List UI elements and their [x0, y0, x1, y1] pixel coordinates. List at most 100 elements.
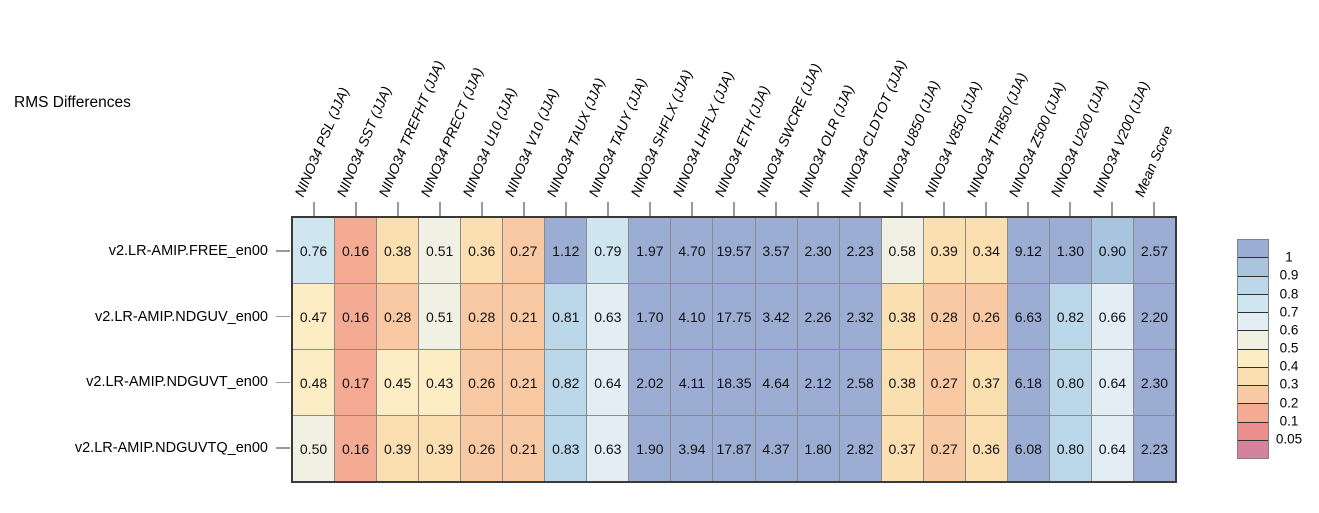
heatmap-cell: 6.18 — [1007, 350, 1049, 415]
heatmap-cell: 0.51 — [419, 218, 461, 283]
heatmap-cell: 0.47 — [293, 284, 335, 349]
heatmap-cell: 0.64 — [1091, 416, 1133, 481]
column-tick — [859, 202, 861, 216]
heatmap-cell: 17.75 — [713, 284, 755, 349]
row-tick — [276, 447, 290, 449]
colorbar-segment — [1238, 422, 1268, 440]
heatmap-cell: 3.42 — [755, 284, 797, 349]
column-tick — [733, 202, 735, 216]
column-tick — [1027, 202, 1029, 216]
heatmap-cell: 0.80 — [1049, 350, 1091, 415]
colorbar-segment — [1238, 440, 1268, 458]
row-tick — [276, 315, 290, 318]
heatmap-cell: 0.50 — [293, 416, 335, 481]
colorbar-segment — [1238, 349, 1268, 367]
heatmap-cell: 0.51 — [419, 284, 461, 349]
heatmap-cell: 0.83 — [545, 416, 587, 481]
column-tick — [481, 202, 483, 216]
heatmap-cell: 2.30 — [797, 218, 839, 283]
heatmap-cell: 0.80 — [1049, 416, 1091, 481]
heatmap-cell: 0.81 — [545, 284, 587, 349]
colorbar-segment — [1238, 276, 1268, 294]
heatmap-cell: 2.58 — [839, 350, 881, 415]
column-tick — [397, 202, 399, 216]
heatmap-cell: 0.63 — [587, 284, 629, 349]
colorbar-tick-label: 0.1 — [1279, 413, 1299, 429]
heatmap-cell: 0.21 — [503, 284, 545, 349]
heatmap-cell: 0.17 — [335, 350, 377, 415]
colorbar-tick-label: 0.4 — [1279, 358, 1299, 374]
heatmap-cell: 19.57 — [713, 218, 755, 283]
heatmap-cell: 3.94 — [671, 416, 713, 481]
heatmap-cell: 0.28 — [461, 284, 503, 349]
heatmap-cell: 2.20 — [1133, 284, 1175, 349]
heatmap-cell: 0.28 — [377, 284, 419, 349]
heatmap-cell: 1.12 — [545, 218, 587, 283]
heatmap-cell: 0.34 — [965, 218, 1007, 283]
colorbar-tick-label: 0.3 — [1279, 376, 1299, 392]
heatmap-cell: 2.26 — [797, 284, 839, 349]
heatmap-cell: 0.39 — [377, 416, 419, 481]
heatmap-cell: 6.08 — [1007, 416, 1049, 481]
colorbar-segment — [1238, 313, 1268, 331]
row-label: v2.LR-AMIP.NDGUVT_en00 — [86, 374, 268, 391]
heatmap-cell: 4.37 — [755, 416, 797, 481]
column-tick — [985, 202, 987, 216]
heatmap-cell: 2.32 — [839, 284, 881, 349]
heatmap-cell: 0.37 — [965, 350, 1007, 415]
heatmap-cell: 1.80 — [797, 416, 839, 481]
heatmap-cell: 2.02 — [629, 350, 671, 415]
heatmap-cell: 0.58 — [881, 218, 923, 283]
heatmap-cell: 18.35 — [713, 350, 755, 415]
heatmap-cell: 0.90 — [1091, 218, 1133, 283]
column-tick — [691, 202, 693, 216]
heatmap-cell: 0.82 — [1049, 284, 1091, 349]
column-tick — [649, 202, 651, 216]
column-header-label: Mean Score — [1131, 123, 1176, 199]
heatmap-cell: 0.26 — [461, 350, 503, 415]
column-tick — [1069, 202, 1071, 216]
colorbar-tick-label: 0.8 — [1279, 286, 1299, 301]
heatmap-cell: 0.64 — [587, 350, 629, 415]
heatmap-cell: 0.36 — [965, 416, 1007, 481]
heatmap-cell: 1.97 — [629, 218, 671, 283]
colorbar-segment — [1238, 294, 1268, 312]
heatmap-cell: 2.82 — [839, 416, 881, 481]
colorbar-tick-label: 0.6 — [1279, 322, 1299, 338]
row-tick — [276, 250, 290, 252]
heatmap-cell: 2.30 — [1133, 350, 1175, 415]
colorbar-segment — [1238, 386, 1268, 404]
colorbar-tick-label: 0.5 — [1279, 340, 1299, 356]
colorbar-tick-label: 0.7 — [1279, 304, 1299, 320]
colorbar-tick-label: 0.05 — [1275, 431, 1303, 447]
colorbar-segment — [1238, 331, 1268, 349]
heatmap-cell: 0.38 — [881, 350, 923, 415]
colorbar — [1237, 239, 1269, 459]
heatmap-cell: 0.26 — [965, 284, 1007, 349]
column-tick — [355, 202, 357, 216]
row-label: v2.LR-AMIP.NDGUVTQ_en00 — [74, 440, 268, 457]
heatmap-grid: 0.76 0.16 0.38 0.51 0.36 0.27 1.12 0.79 1.97 4.70… — [291, 216, 1177, 483]
heatmap-cell: 6.63 — [1007, 284, 1049, 349]
column-tick — [565, 202, 567, 216]
heatmap-cell: 0.26 — [461, 416, 503, 481]
column-tick — [1153, 202, 1155, 216]
heatmap-cell: 0.79 — [587, 218, 629, 283]
heatmap-cell: 0.16 — [335, 218, 377, 283]
heatmap-cell: 0.48 — [293, 350, 335, 415]
heatmap-cell: 2.23 — [839, 218, 881, 283]
column-tick — [523, 202, 525, 216]
heatmap-cell: 9.12 — [1007, 218, 1049, 283]
heatmap-cell: 4.11 — [671, 350, 713, 415]
heatmap-cell: 4.70 — [671, 218, 713, 283]
heatmap-cell: 0.21 — [503, 416, 545, 481]
heatmap-cell: 0.39 — [923, 218, 965, 283]
heatmap-cell: 2.23 — [1133, 416, 1175, 481]
column-tick — [901, 202, 903, 216]
column-tick — [607, 202, 609, 216]
column-tick — [817, 202, 819, 216]
heatmap-cell: 0.76 — [293, 218, 335, 283]
colorbar-tick-label: 1 — [1285, 249, 1293, 265]
colorbar-tick-label: 0.9 — [1279, 267, 1299, 283]
